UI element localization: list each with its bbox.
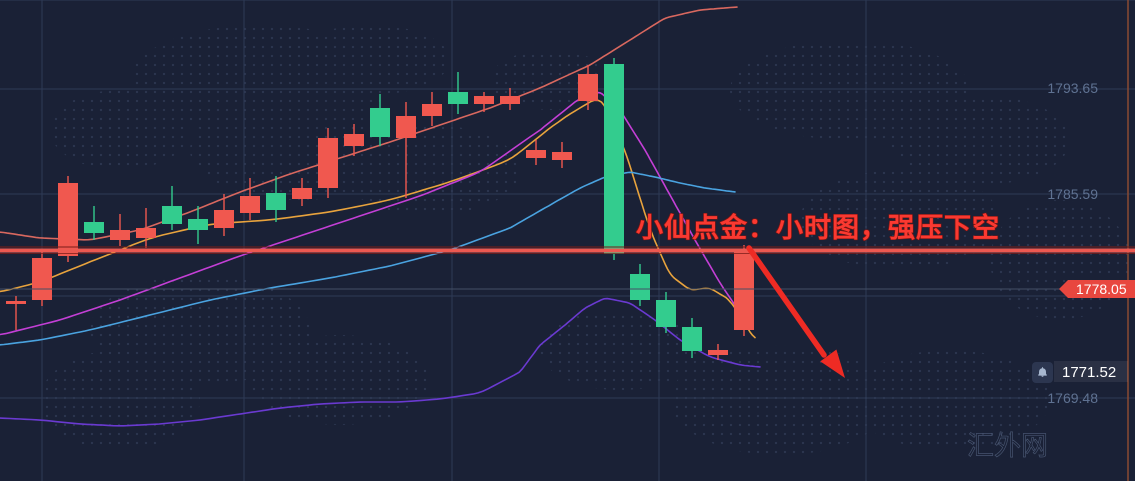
svg-text:1778.05: 1778.05	[1076, 281, 1127, 297]
svg-text:汇外网: 汇外网	[967, 431, 1048, 461]
